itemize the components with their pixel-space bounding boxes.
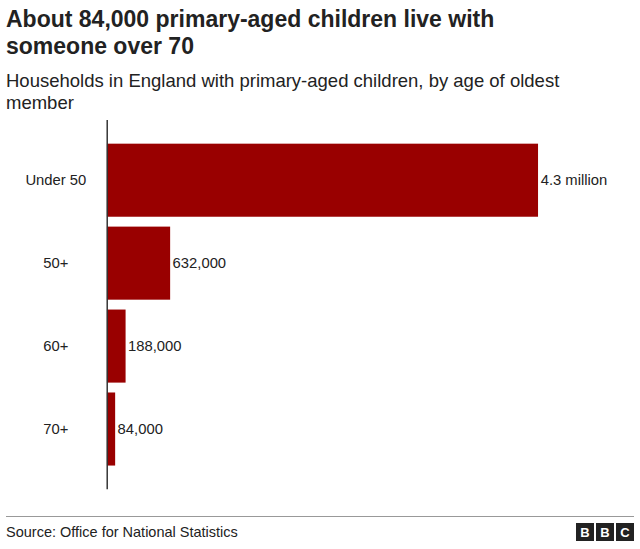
html-text:Households in England with pri: Households in England with primary-aged … [6,70,560,113]
svg-text:70+: 70+ [43,421,68,437]
svg-text:Under 50: Under 50 [25,172,86,188]
svg-text:188,000: 188,000 [128,338,182,354]
svg-text:4.3 million: 4.3 million [541,172,608,188]
html-text:B: B [580,524,590,540]
svg-text:50+: 50+ [43,255,68,271]
html-text:C: C [620,524,630,540]
svg-text:632,000: 632,000 [173,255,227,271]
svg-text:60+: 60+ [43,338,68,354]
html-text:About 84,000 primary-aged chil: About 84,000 primary-aged children live … [6,6,495,59]
html-text:B: B [600,524,610,540]
svg-text:84,000: 84,000 [118,421,163,437]
html-text:Source: Office for National St: Source: Office for National Statistics [6,524,238,540]
